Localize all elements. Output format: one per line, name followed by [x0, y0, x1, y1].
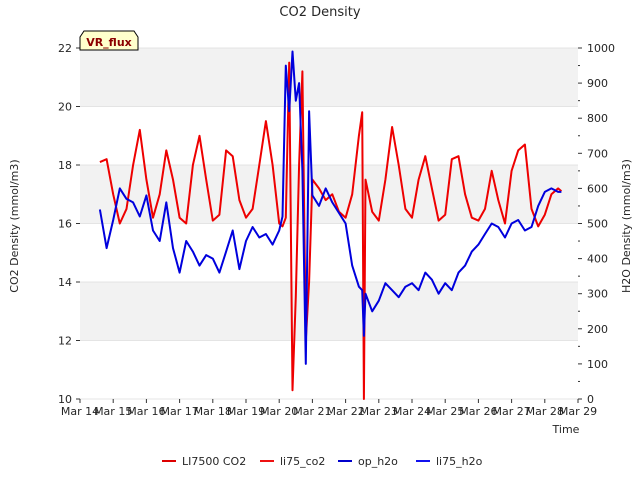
y-tick-label-0: 10	[58, 393, 72, 406]
background-bands	[80, 47, 578, 400]
legend-label-3: li75_h2o	[436, 455, 483, 468]
y2-axis-label: H2O Density (mmol/m3)	[620, 159, 633, 293]
y2-tick-label-9: 900	[587, 77, 608, 90]
badge-text: VR_flux	[86, 36, 132, 49]
badge: VR_flux	[79, 30, 139, 51]
y-tick-label-5: 20	[58, 101, 72, 114]
legend-label-1: li75_co2	[280, 455, 325, 468]
y-tick-label-4: 18	[58, 159, 72, 172]
x-tick-label-5: Mar 19	[227, 405, 265, 418]
y2-tick-label-1: 100	[587, 358, 608, 371]
x-tick-label-13: Mar 27	[492, 405, 530, 418]
series-line-li75_h2o	[98, 50, 562, 365]
chart-title: CO2 Density	[279, 5, 360, 20]
series-layer	[98, 50, 563, 400]
y2-tick-label-3: 300	[587, 288, 608, 301]
y2-tick-label-7: 700	[587, 147, 608, 160]
x-tick-label-9: Mar 23	[360, 405, 398, 418]
y-tick-label-6: 22	[58, 42, 72, 55]
y2-tick-label-0: 0	[587, 393, 594, 406]
band-2	[80, 48, 578, 107]
y2-tick-label-10: 1000	[587, 42, 615, 55]
x-tick-label-4: Mar 18	[194, 405, 232, 418]
legend: LI7500 CO2 li75_co2 op_h2o li75_h2o	[162, 455, 483, 468]
x-tick-label-15: Mar 29	[559, 405, 597, 418]
x-tick-label-0: Mar 14	[61, 405, 99, 418]
x-tick-label-7: Mar 21	[293, 405, 331, 418]
x-tick-label-1: Mar 15	[94, 405, 132, 418]
x-tick-label-2: Mar 16	[127, 405, 165, 418]
y-axis-label: CO2 Density (mmol/m3)	[8, 159, 21, 292]
x-axis-label: Time	[552, 423, 580, 436]
x-tick-label-11: Mar 25	[426, 405, 464, 418]
x-tick-label-8: Mar 22	[326, 405, 364, 418]
x-tick-label-6: Mar 20	[260, 405, 298, 418]
series-line-li75_co2	[99, 61, 563, 400]
y2-tick-label-4: 400	[587, 253, 608, 266]
y-tick-label-1: 12	[58, 335, 72, 348]
y2-tick-label-5: 500	[587, 218, 608, 231]
y2-tick-label-2: 200	[587, 323, 608, 336]
y2-tick-label-8: 800	[587, 112, 608, 125]
y-tick-label-3: 16	[58, 218, 72, 231]
badge-box	[79, 30, 139, 51]
y-axis-left: 10 12 14 16 18 20 22	[58, 42, 80, 406]
y2-tick-label-6: 600	[587, 182, 608, 195]
band-0	[80, 282, 578, 341]
legend-label-2: op_h2o	[358, 455, 398, 468]
y-tick-label-2: 14	[58, 276, 72, 289]
legend-label-0: LI7500 CO2	[182, 455, 246, 468]
x-tick-label-10: Mar 24	[393, 405, 431, 418]
x-tick-label-3: Mar 17	[160, 405, 198, 418]
y-axis-right: 0 100 200 300 400 500 600 700 800 900 1000	[578, 42, 615, 406]
x-tick-label-12: Mar 26	[459, 405, 497, 418]
x-tick-label-14: Mar 28	[526, 405, 564, 418]
